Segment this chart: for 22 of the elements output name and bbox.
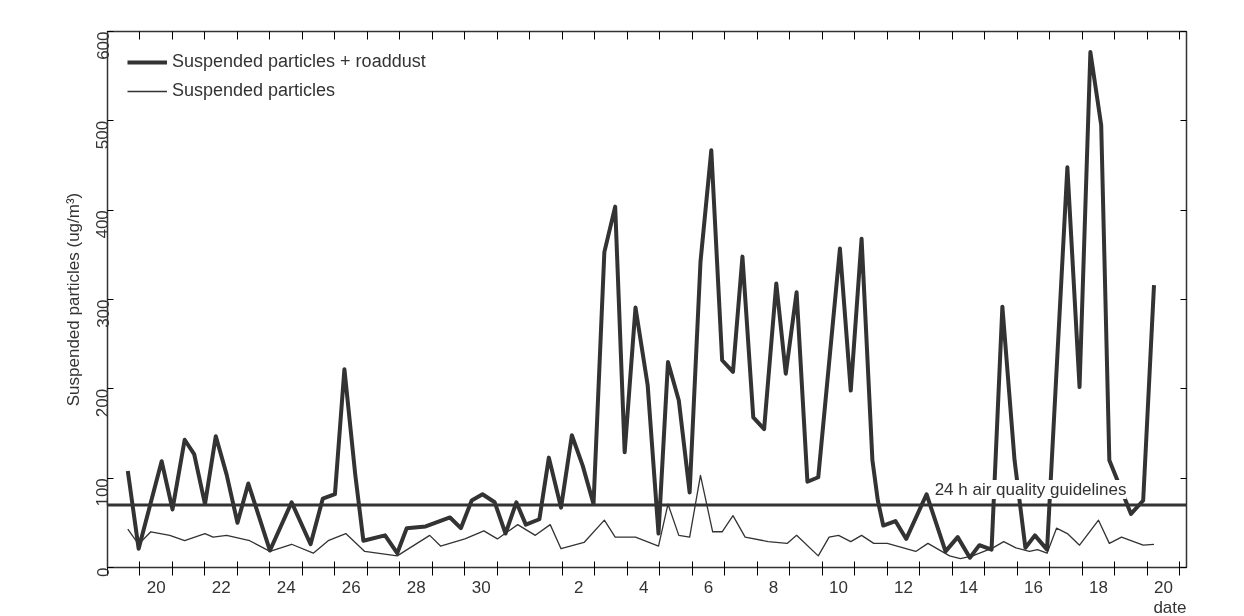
x-tick-label: 28 <box>406 577 426 597</box>
x-tick-label: 4 <box>638 577 649 597</box>
y-tick-label: 0 <box>93 567 113 577</box>
x-axis-title: date <box>1153 597 1187 616</box>
legend-label: Suspended particles + roaddust <box>172 51 426 72</box>
x-tick-label: 20 <box>1154 577 1173 597</box>
x-tick-label: 12 <box>894 577 914 597</box>
x-tick-label: 24 <box>276 577 296 597</box>
y-axis-title: Suspended particles (ug/m³) <box>63 192 83 407</box>
x-tick-label: 6 <box>703 577 714 597</box>
x-tick-label: 26 <box>341 577 361 597</box>
x-tick-label: 18 <box>1089 577 1108 597</box>
ref-line-label: 24 h air quality guidelines <box>934 479 1127 499</box>
x-tick-label: 8 <box>768 577 779 597</box>
x-tick-label: 30 <box>471 577 491 597</box>
x-tick-label: 14 <box>959 577 978 597</box>
x-tick-label: 2 <box>573 577 584 597</box>
legend-label: Suspended particles <box>172 80 336 101</box>
x-tick-label: 16 <box>1024 577 1043 597</box>
x-tick-label: 20 <box>146 577 166 597</box>
x-tick-label: 10 <box>829 577 849 597</box>
x-tick-label: 22 <box>211 577 231 597</box>
